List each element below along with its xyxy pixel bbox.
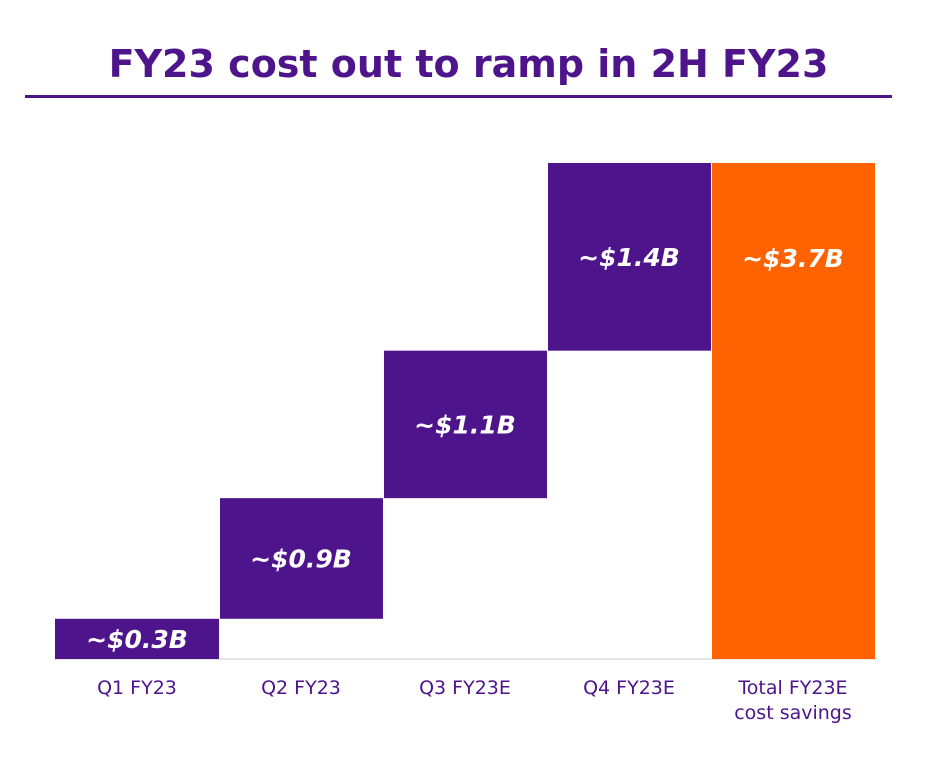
category-label-line: Q4 FY23E — [583, 677, 675, 699]
bar-value-label: ~$3.7B — [742, 244, 844, 273]
category-label-line: Q3 FY23E — [419, 677, 511, 699]
bar-2 — [220, 498, 383, 619]
bar-labels-group: ~$0.3B ~$0.9B ~$1.1B ~$1.4B ~$3.7B — [86, 243, 844, 654]
category-label-line: Total FY23E — [737, 677, 847, 699]
bar-value-label: ~$1.1B — [414, 410, 516, 439]
category-label: Q3 FY23E — [419, 677, 511, 699]
category-label-line: cost savings — [734, 702, 852, 724]
bar-1 — [55, 618, 219, 659]
bar-total — [712, 163, 875, 659]
bar-value-label: ~$0.9B — [250, 544, 352, 573]
title-divider — [25, 95, 892, 98]
category-label: Q1 FY23 — [97, 677, 177, 699]
bar-3 — [384, 350, 547, 499]
bar-4 — [548, 163, 711, 351]
bars-group — [55, 163, 875, 659]
category-label: Total FY23E cost savings — [734, 677, 852, 724]
chart-title: FY23 cost out to ramp in 2H FY23 — [108, 42, 829, 86]
category-label-line: Q1 FY23 — [97, 677, 177, 699]
category-labels-group: Q1 FY23 Q2 FY23 Q3 FY23E Q4 FY23E Total FY23… — [97, 677, 852, 724]
category-label: Q2 FY23 — [261, 677, 341, 699]
category-label: Q4 FY23E — [583, 677, 675, 699]
bar-value-label: ~$1.4B — [578, 243, 680, 272]
category-label-line: Q2 FY23 — [261, 677, 341, 699]
bar-value-label: ~$0.3B — [86, 625, 188, 654]
